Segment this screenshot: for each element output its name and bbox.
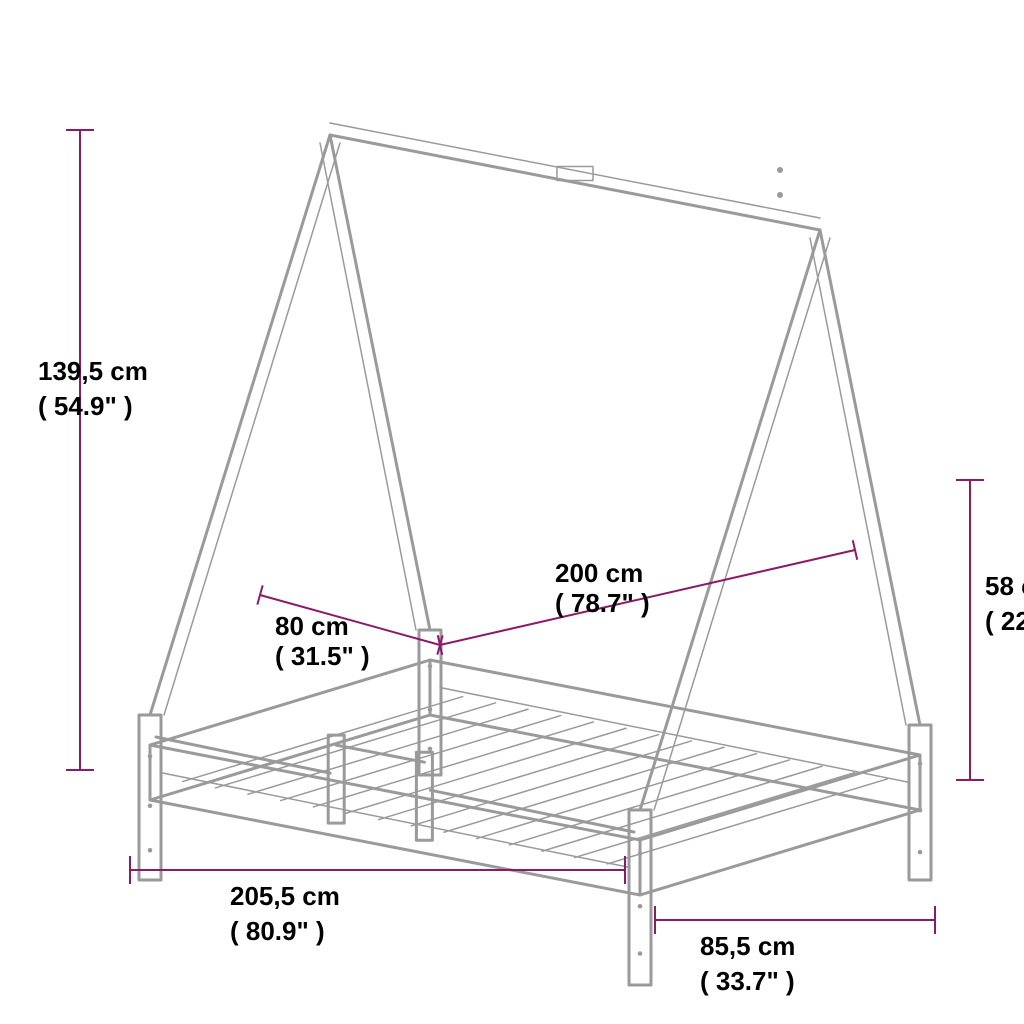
dimensions.post_height.cm: 58 cm — [985, 571, 1024, 601]
dimensions.length_total.in: ( 80.9" ) — [230, 916, 325, 946]
dimensions.post_height.in: ( 22.8" ) — [985, 606, 1024, 636]
dimensions.width_total.cm: 85,5 cm — [700, 931, 795, 961]
dimensions.mattress_len.in: ( 78.7" ) — [555, 588, 650, 618]
dimensions.height_total.cm: 139,5 cm — [38, 356, 148, 386]
dimensions.mattress_wid.in: ( 31.5" ) — [275, 641, 370, 671]
dimensions.width_total.in: ( 33.7" ) — [700, 966, 795, 996]
dimensions.height_total.in: ( 54.9" ) — [38, 391, 133, 421]
dimensions.mattress_wid.cm: 80 cm — [275, 611, 349, 641]
dimensions.mattress_len.cm: 200 cm — [555, 558, 643, 588]
dimensions.length_total.cm: 205,5 cm — [230, 881, 340, 911]
